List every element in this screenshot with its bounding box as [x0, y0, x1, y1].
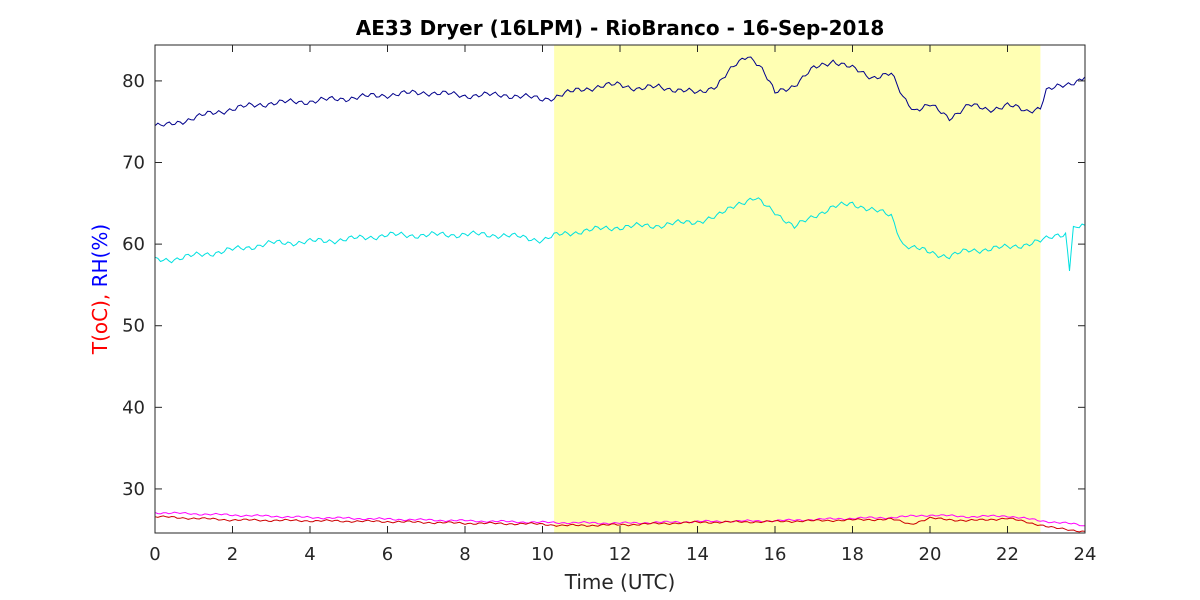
x-tick-label-5: 10 [531, 544, 554, 565]
daytime-shaded-region [554, 45, 1041, 533]
y-tick-label-5: 80 [122, 71, 145, 92]
x-tick-label-7: 14 [686, 544, 709, 565]
series-line-0 [154, 56, 1086, 127]
x-tick-label-4: 8 [459, 544, 470, 565]
series-line-1 [154, 197, 1086, 271]
y-tick-label-1: 40 [122, 397, 145, 418]
series-line-3 [154, 515, 1086, 533]
y-tick-label-4: 70 [122, 153, 145, 174]
x-tick-label-0: 0 [149, 544, 160, 565]
y-axis-label: T(oC), RH(%) [88, 224, 112, 355]
y-axis-label-humidity: RH(%) [88, 224, 112, 288]
series-layer [154, 56, 1086, 533]
y-axis-label-temperature: T(oC), [88, 287, 112, 355]
x-tick-label-6: 12 [609, 544, 632, 565]
x-axis-label: Time (UTC) [564, 570, 676, 594]
x-tick-label-9: 18 [841, 544, 864, 565]
chart-title: AE33 Dryer (16LPM) - RioBranco - 16-Sep-… [356, 16, 885, 40]
x-tick-label-2: 4 [304, 544, 315, 565]
x-tick-label-11: 22 [996, 544, 1019, 565]
series-line-2 [154, 511, 1085, 527]
y-tick-label-0: 30 [122, 479, 145, 500]
x-tick-label-3: 6 [382, 544, 393, 565]
x-tick-label-8: 16 [764, 544, 787, 565]
x-tick-label-10: 20 [919, 544, 942, 565]
x-tick-label-12: 24 [1074, 544, 1097, 565]
y-tick-label-2: 50 [122, 316, 145, 337]
x-tick-label-1: 2 [227, 544, 238, 565]
y-tick-label-3: 60 [122, 234, 145, 255]
